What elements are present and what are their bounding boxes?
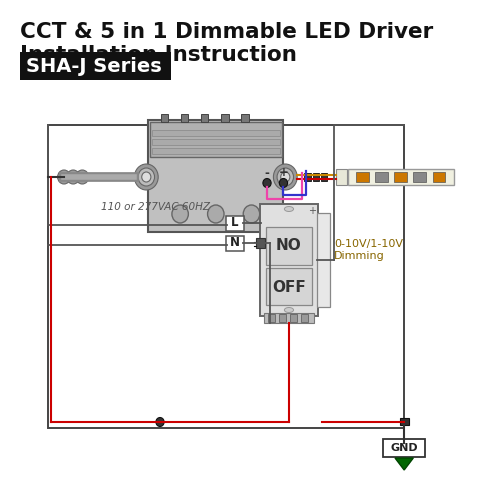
Circle shape (58, 170, 70, 184)
Circle shape (280, 178, 287, 188)
Text: SHA-J Series: SHA-J Series (26, 56, 162, 76)
Circle shape (67, 170, 80, 184)
Bar (152, 139, 280, 145)
Bar (256, 238, 265, 248)
Text: CCT & 5 in 1 Dimmable LED Driver: CCT & 5 in 1 Dimmable LED Driver (20, 22, 434, 42)
Bar (312, 173, 319, 181)
Text: -: - (264, 166, 270, 179)
Bar (356, 172, 368, 182)
Text: N: N (230, 236, 240, 250)
Circle shape (172, 205, 188, 223)
Bar (181, 114, 188, 122)
FancyBboxPatch shape (348, 169, 454, 185)
Text: 110 or 277VAC 60HZ: 110 or 277VAC 60HZ (101, 202, 210, 212)
Bar (301, 314, 308, 322)
Bar (304, 173, 311, 181)
Bar (318, 213, 330, 307)
Circle shape (76, 170, 88, 184)
Circle shape (156, 418, 164, 426)
Circle shape (277, 168, 293, 186)
FancyBboxPatch shape (260, 204, 318, 316)
Bar (161, 114, 168, 122)
Bar (152, 130, 280, 136)
Bar (48, 125, 404, 428)
Bar (321, 173, 328, 181)
Bar (432, 172, 446, 182)
Bar (279, 314, 286, 322)
Bar (266, 227, 312, 265)
Circle shape (243, 205, 260, 223)
Circle shape (142, 172, 151, 182)
Circle shape (134, 164, 158, 190)
Ellipse shape (284, 308, 294, 312)
Bar (264, 313, 314, 323)
Bar (20, 52, 171, 80)
Bar (414, 172, 426, 182)
Ellipse shape (284, 206, 294, 212)
Bar (400, 418, 408, 425)
Bar (394, 172, 407, 182)
Circle shape (280, 172, 290, 182)
Circle shape (263, 178, 271, 188)
Circle shape (208, 205, 224, 223)
Bar (266, 268, 312, 305)
Text: 0-10V/1-10V
Dimming: 0-10V/1-10V Dimming (334, 239, 403, 261)
Bar (290, 314, 297, 322)
Text: Installation Instruction: Installation Instruction (20, 45, 297, 65)
FancyBboxPatch shape (148, 120, 284, 232)
Circle shape (274, 164, 297, 190)
Bar (242, 114, 248, 122)
FancyBboxPatch shape (226, 216, 244, 230)
Bar (201, 114, 208, 122)
Text: GND: GND (390, 443, 418, 453)
Text: +: + (278, 166, 288, 179)
Polygon shape (395, 458, 413, 470)
Bar (336, 169, 346, 185)
Text: NO: NO (276, 238, 302, 254)
Text: +: + (308, 206, 316, 216)
Bar (222, 114, 228, 122)
FancyBboxPatch shape (226, 236, 244, 250)
Bar (268, 314, 275, 322)
Text: L: L (232, 216, 239, 230)
FancyBboxPatch shape (383, 439, 425, 457)
Bar (150, 122, 282, 157)
Bar (152, 148, 280, 154)
Text: OFF: OFF (272, 280, 306, 294)
Circle shape (138, 168, 154, 186)
Bar (375, 172, 388, 182)
